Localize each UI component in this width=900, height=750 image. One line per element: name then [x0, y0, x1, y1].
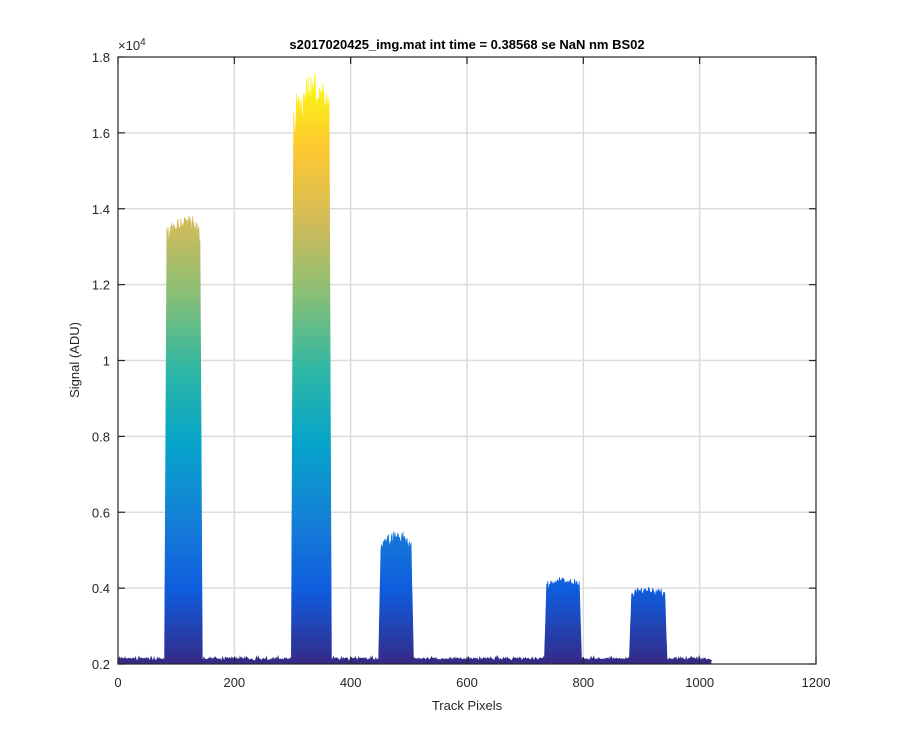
- y-tick-label: 0.4: [92, 581, 110, 596]
- x-tick-label: 800: [572, 675, 594, 690]
- y-tick-label: 0.8: [92, 429, 110, 444]
- y-tick-label: 1: [103, 354, 110, 369]
- y-tick-label: 0.2: [92, 657, 110, 672]
- y-tick-label: 1.8: [92, 50, 110, 65]
- x-tick-label: 600: [456, 675, 478, 690]
- signal-peak-4: [544, 576, 582, 664]
- signal-peak-2: [291, 74, 332, 664]
- signal-peak-3: [378, 531, 414, 664]
- axes: [117, 56, 817, 665]
- y-exponent-label: ×104: [118, 37, 146, 53]
- signal-series: [118, 74, 713, 664]
- signal-peak-1: [164, 215, 203, 664]
- signal-peak-5: [628, 587, 668, 664]
- x-tick-label: 400: [340, 675, 362, 690]
- y-tick-label: 1.2: [92, 278, 110, 293]
- baseline-trace: [118, 654, 713, 664]
- x-tick-label: 1200: [802, 675, 831, 690]
- y-tick-label: 0.6: [92, 505, 110, 520]
- y-tick-label: 1.6: [92, 126, 110, 141]
- tick-labels: 0 200 400 600 800 1000 1200 0.2 0.4 0.6 0.8 1 1.2 1.4…: [92, 50, 831, 690]
- x-tick-label: 200: [223, 675, 245, 690]
- grid: [118, 57, 816, 664]
- y-axis-label: Signal (ADU): [67, 322, 82, 398]
- x-tick-label: 1000: [685, 675, 714, 690]
- x-axis-label: Track Pixels: [432, 698, 503, 713]
- chart-title: s2017020425_img.mat int time = 0.38568 s…: [289, 37, 644, 52]
- x-tick-label: 0: [114, 675, 121, 690]
- y-tick-label: 1.4: [92, 202, 110, 217]
